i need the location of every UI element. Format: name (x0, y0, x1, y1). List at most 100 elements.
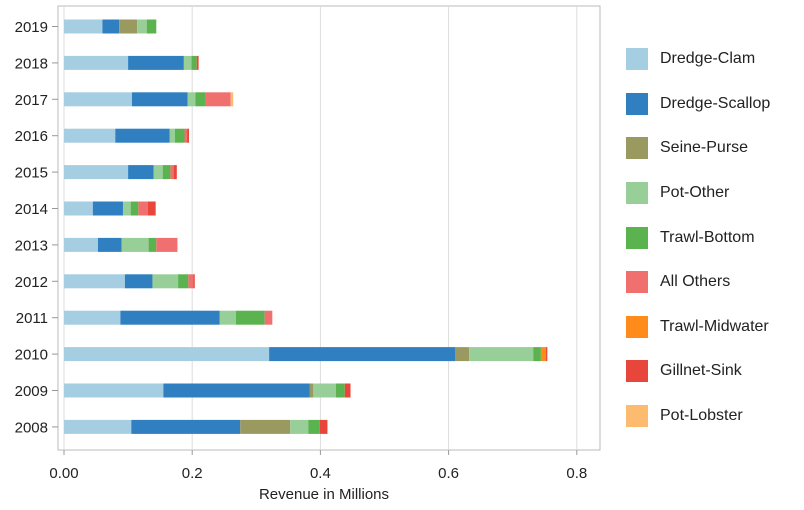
bar-segment (64, 237, 98, 252)
x-tick-label: 0.00 (49, 465, 78, 482)
legend-swatch (626, 315, 648, 338)
bar-segment (173, 165, 177, 180)
y-tick-label: 2016 (15, 128, 48, 145)
bar-segment (187, 128, 189, 143)
bar-segment (178, 274, 189, 289)
bar-segment (230, 92, 234, 107)
legend-label: Trawl-Midwater (660, 317, 769, 335)
bar-segment (188, 274, 194, 289)
legend-swatch (626, 226, 648, 249)
y-tick-label: 2018 (15, 55, 48, 72)
bar-segment (546, 347, 548, 362)
bar-segment (64, 19, 103, 34)
bar-segment (335, 383, 345, 398)
y-tick-label: 2019 (15, 19, 48, 36)
bar-segment (319, 419, 328, 434)
bar-segment (64, 128, 116, 143)
x-tick-label: 0.6 (438, 465, 459, 482)
bar-segment (240, 419, 291, 434)
bar-segment (162, 165, 171, 180)
bar-segment (455, 347, 470, 362)
legend-label: Pot-Other (660, 184, 730, 202)
y-tick-label: 2015 (15, 165, 48, 182)
bar-segment (64, 347, 270, 362)
legend-label: All Others (660, 273, 731, 291)
bar-segment (235, 310, 265, 325)
bar-segment (174, 128, 185, 143)
legend: Dredge-Clam Dredge-Scallop Seine-Purse Pot-… (626, 37, 770, 438)
bar-segment (308, 419, 320, 434)
bar-segment (64, 274, 125, 289)
x-axis-ticks: 0.00 0.2 0.4 0.6 0.8 (49, 450, 587, 482)
y-tick-label: 2008 (15, 419, 48, 436)
bar-segment (169, 128, 175, 143)
legend-swatch (626, 137, 648, 160)
legend-label: Gillnet-Sink (660, 362, 742, 380)
bar-segment (115, 128, 170, 143)
y-tick-label: 2010 (15, 347, 48, 364)
bar-segment (92, 201, 123, 216)
bar-segment (196, 55, 199, 70)
bar-segment (64, 310, 121, 325)
y-tick-label: 2009 (15, 383, 48, 400)
bar-segment (152, 274, 179, 289)
bar-segment (131, 419, 241, 434)
bar-segment (124, 274, 153, 289)
bar-segment (170, 165, 174, 180)
bar-segment (64, 383, 164, 398)
bar-segment (163, 383, 310, 398)
bar-segment (187, 92, 196, 107)
bar-segment (205, 92, 231, 107)
legend-swatch (626, 182, 648, 205)
bar-segment (313, 383, 336, 398)
y-axis-ticks: 2019 2018 2017 2016 2015 2014 2013 2012 2011 2010… (15, 19, 58, 436)
legend-swatch (626, 405, 648, 428)
bar-segment (138, 201, 148, 216)
bar-segment (344, 383, 351, 398)
bar-segment (469, 347, 534, 362)
bar-segment (540, 347, 547, 362)
bar-segment (121, 237, 149, 252)
bar-segment (309, 383, 314, 398)
bar-segment (64, 201, 93, 216)
y-tick-label: 2017 (15, 92, 48, 109)
bar-segment (148, 237, 157, 252)
legend-item: Seine-Purse (626, 126, 770, 171)
legend-label: Pot-Lobster (660, 407, 743, 425)
x-axis-label: Revenue in Millions (259, 486, 389, 503)
gridlines (63, 6, 578, 450)
legend-label: Dredge-Clam (660, 50, 756, 68)
bar-segment (130, 201, 139, 216)
bar-segment (122, 201, 131, 216)
legend-swatch (626, 360, 648, 383)
bar-segment (119, 19, 138, 34)
bar-segment (290, 419, 309, 434)
bar-segment (131, 92, 188, 107)
x-tick-label: 0.2 (182, 465, 203, 482)
legend-item: Pot-Other (626, 171, 770, 216)
bar-segment (102, 19, 120, 34)
bar-segment (184, 128, 188, 143)
bar-segment (137, 19, 147, 34)
bar-segment (191, 55, 197, 70)
plot-area (57, 5, 601, 451)
x-tick-label: 0.4 (310, 465, 331, 482)
bar-segment (64, 165, 129, 180)
bar-segment (193, 274, 195, 289)
legend-item: All Others (626, 260, 770, 305)
legend-swatch (626, 92, 648, 115)
bar-segment (183, 55, 192, 70)
bar-segment (146, 19, 157, 34)
bars (64, 19, 548, 434)
legend-item: Trawl-Midwater (626, 305, 770, 350)
bar-segment (219, 310, 236, 325)
legend-item: Pot-Lobster (626, 394, 770, 439)
bar-segment (147, 201, 156, 216)
legend-label: Trawl-Bottom (660, 228, 755, 246)
bar-segment (195, 92, 206, 107)
bar-segment (269, 347, 456, 362)
y-tick-label: 2014 (15, 201, 48, 218)
bar-segment (264, 310, 273, 325)
legend-item: Dredge-Clam (626, 37, 770, 82)
